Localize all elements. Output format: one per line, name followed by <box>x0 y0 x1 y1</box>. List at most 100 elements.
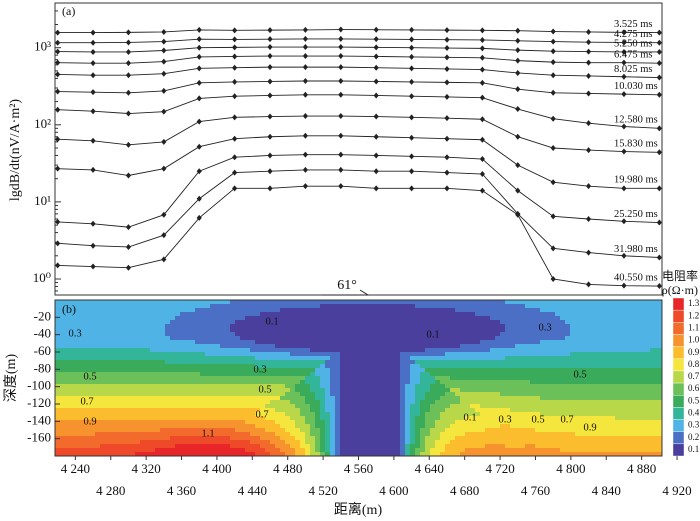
field-cell <box>500 352 505 356</box>
field-cell <box>120 300 125 304</box>
field-cell <box>365 352 370 356</box>
field-cell <box>185 412 190 416</box>
field-cell <box>460 396 465 400</box>
field-cell <box>175 360 180 364</box>
field-cell <box>275 320 280 324</box>
field-cell <box>170 368 175 372</box>
field-cell <box>75 420 80 424</box>
field-cell <box>60 308 65 312</box>
field-cell <box>460 452 465 456</box>
field-cell <box>370 308 375 312</box>
field-cell <box>610 428 615 432</box>
field-cell <box>560 348 565 352</box>
field-cell <box>655 320 660 324</box>
field-cell <box>500 396 505 400</box>
field-cell <box>255 384 260 388</box>
field-cell <box>265 444 270 448</box>
field-cell <box>375 400 380 404</box>
marker <box>338 64 344 71</box>
field-cell <box>510 300 515 304</box>
field-cell <box>240 376 245 380</box>
field-cell <box>290 340 295 344</box>
field-cell <box>645 360 650 364</box>
field-cell <box>540 376 545 380</box>
field-cell <box>385 332 390 336</box>
field-cell <box>105 368 110 372</box>
field-cell <box>600 364 605 368</box>
field-cell <box>585 328 590 332</box>
field-cell <box>175 372 180 376</box>
field-cell <box>280 440 285 444</box>
field-cell <box>275 428 280 432</box>
field-cell <box>150 412 155 416</box>
field-cell <box>380 336 385 340</box>
field-cell <box>490 408 495 412</box>
field-cell <box>100 352 105 356</box>
field-cell <box>430 424 435 428</box>
field-cell <box>530 376 535 380</box>
field-cell <box>115 352 120 356</box>
field-cell <box>560 448 565 452</box>
field-cell <box>575 340 580 344</box>
field-cell <box>475 312 480 316</box>
field-cell <box>455 428 460 432</box>
field-cell <box>370 388 375 392</box>
field-cell <box>215 364 220 368</box>
field-cell <box>130 372 135 376</box>
field-cell <box>250 444 255 448</box>
field-cell <box>545 380 550 384</box>
field-cell <box>475 328 480 332</box>
field-cell <box>425 400 430 404</box>
field-cell <box>260 392 265 396</box>
field-cell <box>460 400 465 404</box>
field-cell <box>210 356 215 360</box>
field-cell <box>615 364 620 368</box>
field-cell <box>135 376 140 380</box>
field-cell <box>635 352 640 356</box>
field-cell <box>55 308 60 312</box>
field-cell <box>265 428 270 432</box>
y-tick-label: 10³ <box>34 39 51 54</box>
field-cell <box>655 308 660 312</box>
field-cell <box>415 356 420 360</box>
field-cell <box>545 424 550 428</box>
field-cell <box>620 380 625 384</box>
field-cell <box>480 428 485 432</box>
field-cell <box>75 444 80 448</box>
series-label: 8.025 ms <box>614 64 653 75</box>
field-cell <box>135 304 140 308</box>
field-cell <box>505 320 510 324</box>
field-cell <box>115 452 120 456</box>
field-cell <box>470 388 475 392</box>
field-cell <box>535 352 540 356</box>
field-cell <box>530 324 535 328</box>
field-cell <box>310 352 315 356</box>
field-cell <box>405 412 410 416</box>
field-cell <box>600 452 605 456</box>
field-cell <box>640 320 645 324</box>
field-cell <box>150 416 155 420</box>
field-cell <box>585 300 590 304</box>
field-cell <box>110 424 115 428</box>
field-cell <box>155 412 160 416</box>
field-cell <box>230 368 235 372</box>
field-cell <box>405 384 410 388</box>
field-cell <box>565 364 570 368</box>
field-cell <box>275 356 280 360</box>
field-cell <box>475 432 480 436</box>
field-cell <box>65 300 70 304</box>
field-cell <box>295 400 300 404</box>
field-cell <box>205 324 210 328</box>
field-cell <box>385 388 390 392</box>
field-cell <box>455 300 460 304</box>
field-cell <box>170 400 175 404</box>
field-cell <box>160 352 165 356</box>
field-cell <box>605 404 610 408</box>
field-cell <box>190 336 195 340</box>
field-cell <box>540 360 545 364</box>
field-cell <box>195 420 200 424</box>
field-cell <box>460 384 465 388</box>
marker <box>161 87 167 94</box>
field-cell <box>270 320 275 324</box>
field-cell <box>220 332 225 336</box>
